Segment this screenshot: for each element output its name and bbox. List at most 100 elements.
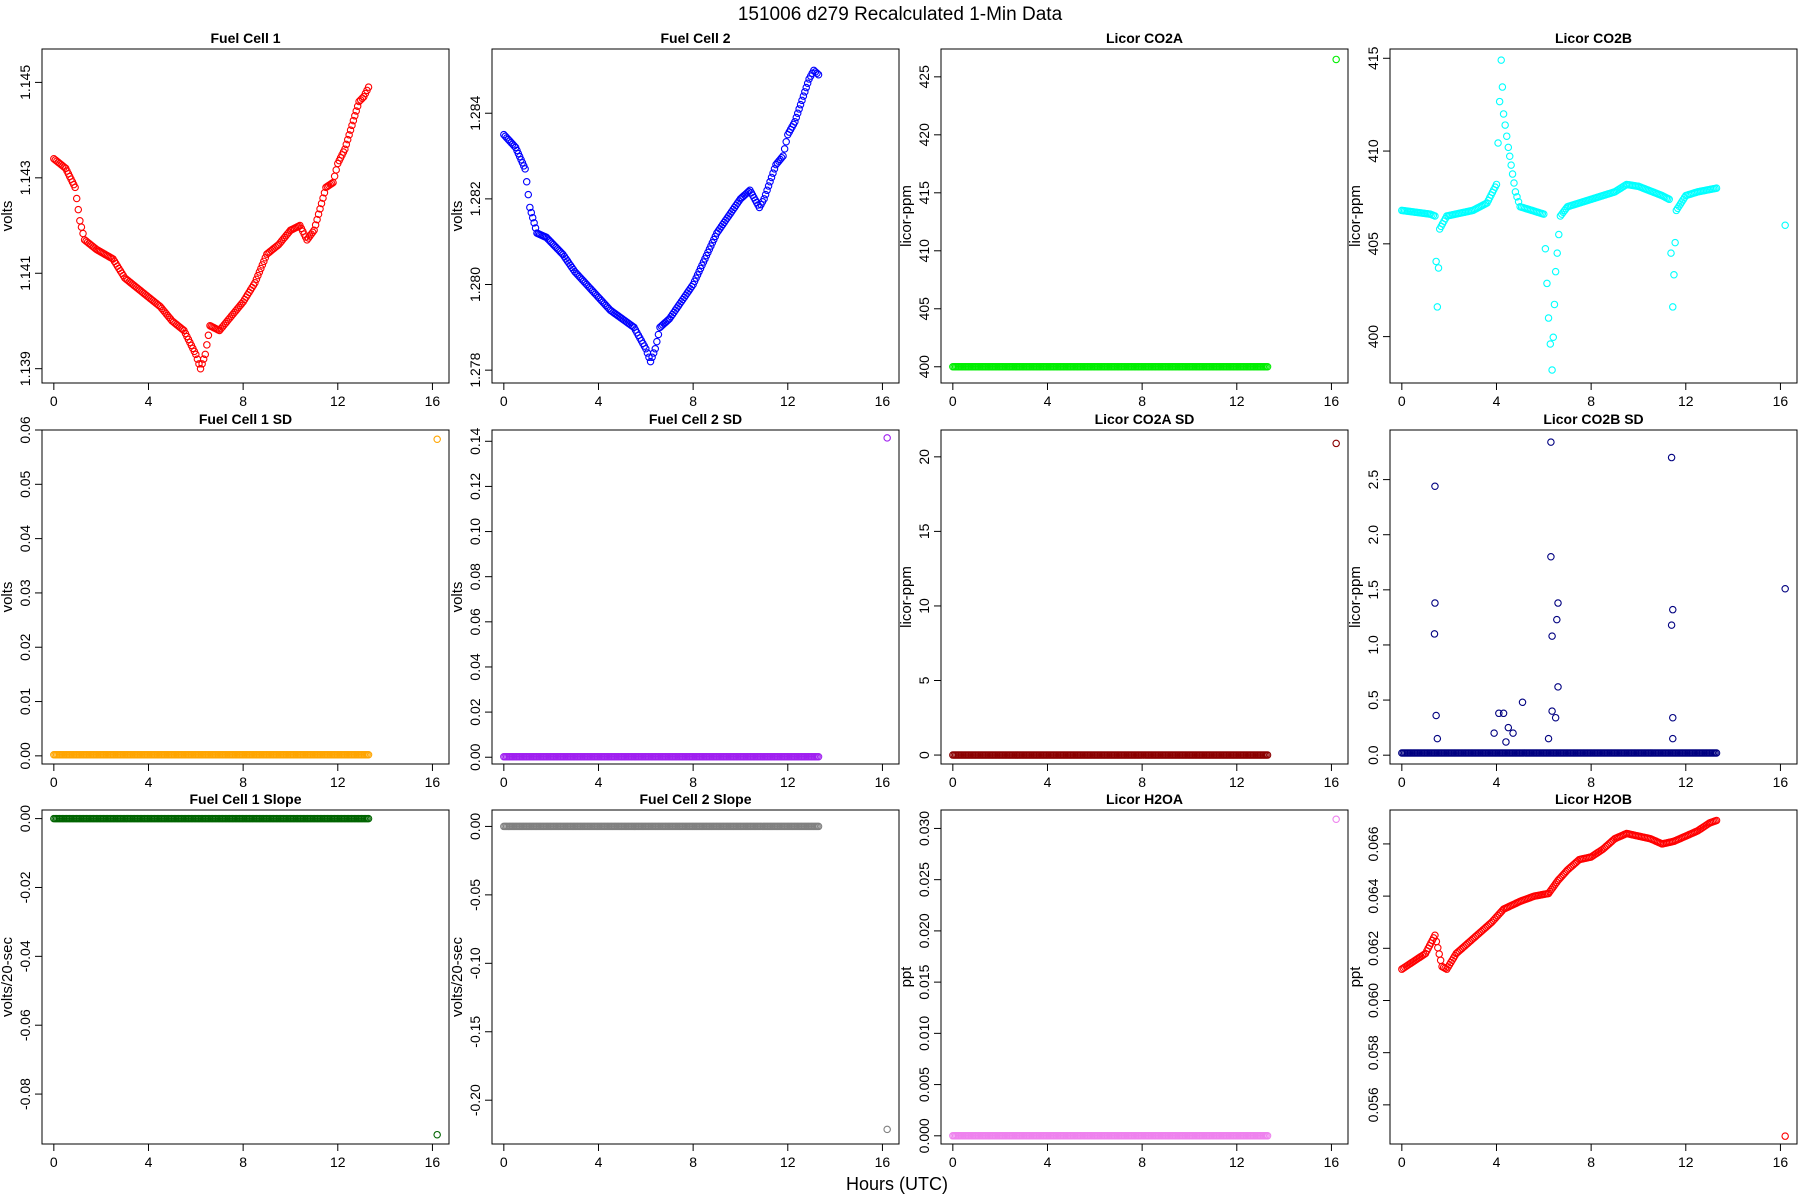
- data-point-1-181: [763, 186, 771, 195]
- y-tick-label-11-4: 0.064: [1365, 878, 1381, 913]
- data-point-1-103: [649, 349, 658, 357]
- y-tick-label-7-0: 0.0: [1365, 745, 1381, 765]
- y-tick-label-8-3: -0.02: [17, 871, 33, 903]
- outlier-point-7-11: [1518, 698, 1527, 707]
- x-tick-label-3-1: 4: [1493, 393, 1501, 409]
- x-tick-label-7-3: 12: [1678, 774, 1694, 790]
- plot-frame-2: [940, 48, 1349, 384]
- y-tick-label-2-3: 415: [916, 181, 932, 205]
- y-tick-label-6-1: 5: [916, 676, 932, 684]
- y-axis-label-10: ppt: [898, 966, 915, 988]
- data-point-0-178: [310, 226, 318, 235]
- panel-title-9: Fuel Cell 2 Slope: [639, 791, 751, 807]
- data-point-3-23: [1431, 212, 1439, 220]
- panel-title-7: Licor CO2B SD: [1543, 411, 1643, 427]
- panel-11: Licor H2OB ppt 0 4 8 12 16 0.056 0.058 0.060 0.062…: [1347, 791, 1798, 1170]
- data-point-0-138: [252, 275, 261, 283]
- outlier-point-7-1: [1431, 599, 1439, 607]
- x-tick-label-5-4: 16: [875, 774, 891, 790]
- outlier-point-7-16: [1553, 615, 1561, 624]
- data-point-0-193: [332, 166, 340, 174]
- data-point-1-186: [770, 165, 779, 173]
- data-point-3-187: [1665, 195, 1673, 204]
- data-point-0-204: [348, 121, 356, 130]
- panel-0: Fuel Cell 1 volts 0 4 8 12 16 1.139 1.141 1.143 1.…: [0, 30, 450, 409]
- data-point-0-15: [71, 183, 79, 192]
- data-point-1-18: [526, 203, 534, 212]
- data-point-3-101: [1543, 279, 1551, 288]
- data-point-0-139: [254, 271, 262, 280]
- x-tick-label-0-4: 16: [425, 393, 441, 409]
- y-tick-label-1-2: 1.282: [467, 181, 483, 216]
- y-tick-label-0-0: 1.139: [17, 351, 33, 386]
- data-point-3-220: [1712, 184, 1721, 192]
- outlier-point-7-22: [1669, 605, 1677, 614]
- x-tick-label-8-4: 16: [425, 1154, 441, 1170]
- data-point-1-203: [795, 105, 803, 113]
- data-point-1-191: [777, 154, 786, 162]
- panel-title-3: Licor CO2B: [1555, 30, 1632, 46]
- panel-7: Licor CO2B SD licor-ppm 0 4 8 12 16 0.0 0.5 1.0 1.…: [1347, 411, 1798, 790]
- y-tick-label-4-0: 0.00: [17, 742, 33, 769]
- y-tick-label-9-0: -0.20: [467, 1084, 483, 1116]
- data-point-1-215: [813, 69, 821, 78]
- x-tick-label-1-3: 12: [780, 393, 796, 409]
- x-tick-label-9-1: 4: [595, 1154, 603, 1170]
- data-point-3-24: [1432, 257, 1440, 266]
- data-point-0-203: [346, 126, 355, 134]
- data-point-1-208: [802, 83, 810, 92]
- figure-title: 151006 d279 Recalculated 1-Min Data: [738, 4, 1063, 25]
- y-tick-label-4-1: 0.01: [17, 688, 33, 715]
- plot-frame-8: [41, 809, 450, 1145]
- outlier-point-9-0: [883, 1125, 891, 1134]
- data-point-0-205: [349, 116, 358, 125]
- y-tick-label-10-3: 0.015: [916, 964, 932, 999]
- plot-frame-1: [491, 48, 900, 384]
- outlier-point-7-13: [1547, 553, 1555, 561]
- data-point-0-215: [364, 83, 373, 91]
- data-point-0-199: [341, 145, 349, 153]
- y-tick-label-11-1: 0.058: [1365, 1035, 1381, 1070]
- data-point-0-208: [353, 102, 362, 111]
- data-point-3-109: [1555, 230, 1563, 239]
- panel-title-0: Fuel Cell 1: [210, 30, 280, 46]
- plot-frame-6: [940, 429, 1349, 765]
- y-tick-label-1-3: 1.284: [467, 96, 483, 131]
- y-tick-label-4-5: 0.05: [17, 470, 33, 497]
- y-tick-label-9-2: -0.10: [467, 947, 483, 979]
- outlier-point-7-18: [1548, 707, 1556, 715]
- y-tick-label-5-4: 0.08: [467, 563, 483, 590]
- outlier-point-7-20: [1544, 734, 1553, 743]
- data-point-3-191: [1671, 238, 1679, 247]
- outlier-point-7-3: [1432, 711, 1440, 720]
- y-axis-label-6: licor-ppm: [898, 566, 915, 628]
- data-point-3-71: [1498, 83, 1507, 91]
- x-tick-label-2-4: 16: [1324, 393, 1340, 409]
- data-point-1-180: [761, 190, 770, 199]
- plot-frame-7: [1389, 429, 1798, 765]
- y-tick-label-7-2: 1.0: [1365, 635, 1381, 655]
- data-point-11-26: [1435, 950, 1443, 958]
- y-tick-label-7-5: 2.5: [1365, 470, 1381, 490]
- y-tick-label-10-0: 0.000: [916, 1118, 932, 1153]
- y-tick-label-0-1: 1.141: [17, 256, 33, 291]
- y-axis-label-4: volts: [0, 582, 16, 613]
- outlier-point-5-0: [883, 434, 891, 442]
- panel-9: Fuel Cell 2 Slope volts/20-sec 0 4 8 12 16 -0.2…: [449, 791, 900, 1170]
- data-point-8-222: [364, 814, 373, 823]
- data-point-1-98: [642, 344, 650, 353]
- data-point-3-100: [1541, 245, 1550, 253]
- x-tick-label-7-4: 16: [1773, 774, 1789, 790]
- y-tick-label-9-1: -0.15: [467, 1016, 483, 1048]
- data-point-0-207: [352, 107, 360, 115]
- data-point-3-106: [1550, 300, 1559, 309]
- y-tick-label-5-3: 0.06: [467, 608, 483, 635]
- data-point-0-142: [258, 261, 267, 269]
- data-point-0-200: [342, 140, 351, 149]
- y-tick-label-7-4: 2.0: [1365, 525, 1381, 545]
- data-point-0-137: [251, 279, 259, 287]
- data-point-3-80: [1511, 188, 1520, 196]
- panel-title-1: Fuel Cell 2: [660, 30, 730, 46]
- x-tick-label-6-2: 8: [1138, 774, 1146, 790]
- x-tick-label-11-4: 16: [1773, 1154, 1789, 1170]
